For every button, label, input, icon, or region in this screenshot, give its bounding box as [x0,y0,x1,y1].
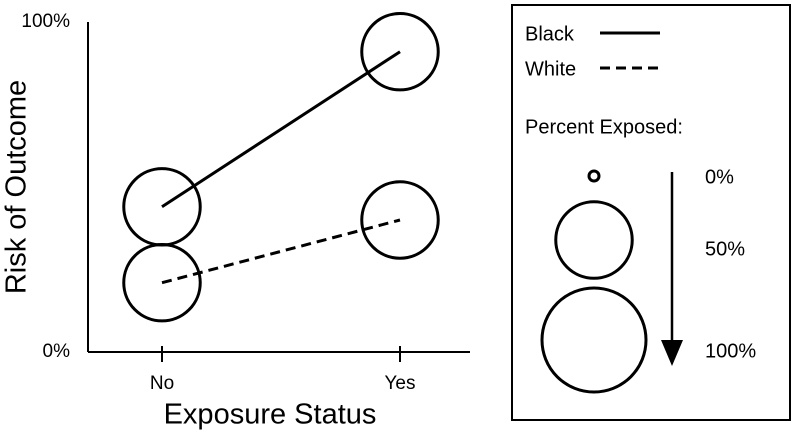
size-legend-label: 50% [705,238,745,260]
series-line [161,50,401,209]
legend-arrowhead [661,340,683,366]
legend-box [511,4,791,421]
x-tick-label: No [150,373,174,394]
legend-label: Black [525,23,575,45]
bubble [360,11,440,92]
series-line [161,218,401,285]
x-axis-title: Exposure Status [164,399,377,431]
size-legend-label: 100% [705,340,756,362]
size-legend-circle [540,286,648,394]
y-tick-label: 0% [43,341,71,362]
bubble [360,180,440,260]
y-tick-label: 100% [21,11,70,32]
size-legend-circle [587,169,601,183]
legend-label: White [525,58,576,80]
x-tick-label: Yes [385,373,416,394]
bubble [122,242,202,323]
y-axis-title: Risk of Outcome [1,80,33,294]
size-legend-circle [554,200,634,280]
size-legend-title: Percent Exposed: [525,116,683,138]
size-legend-label: 0% [705,166,734,188]
